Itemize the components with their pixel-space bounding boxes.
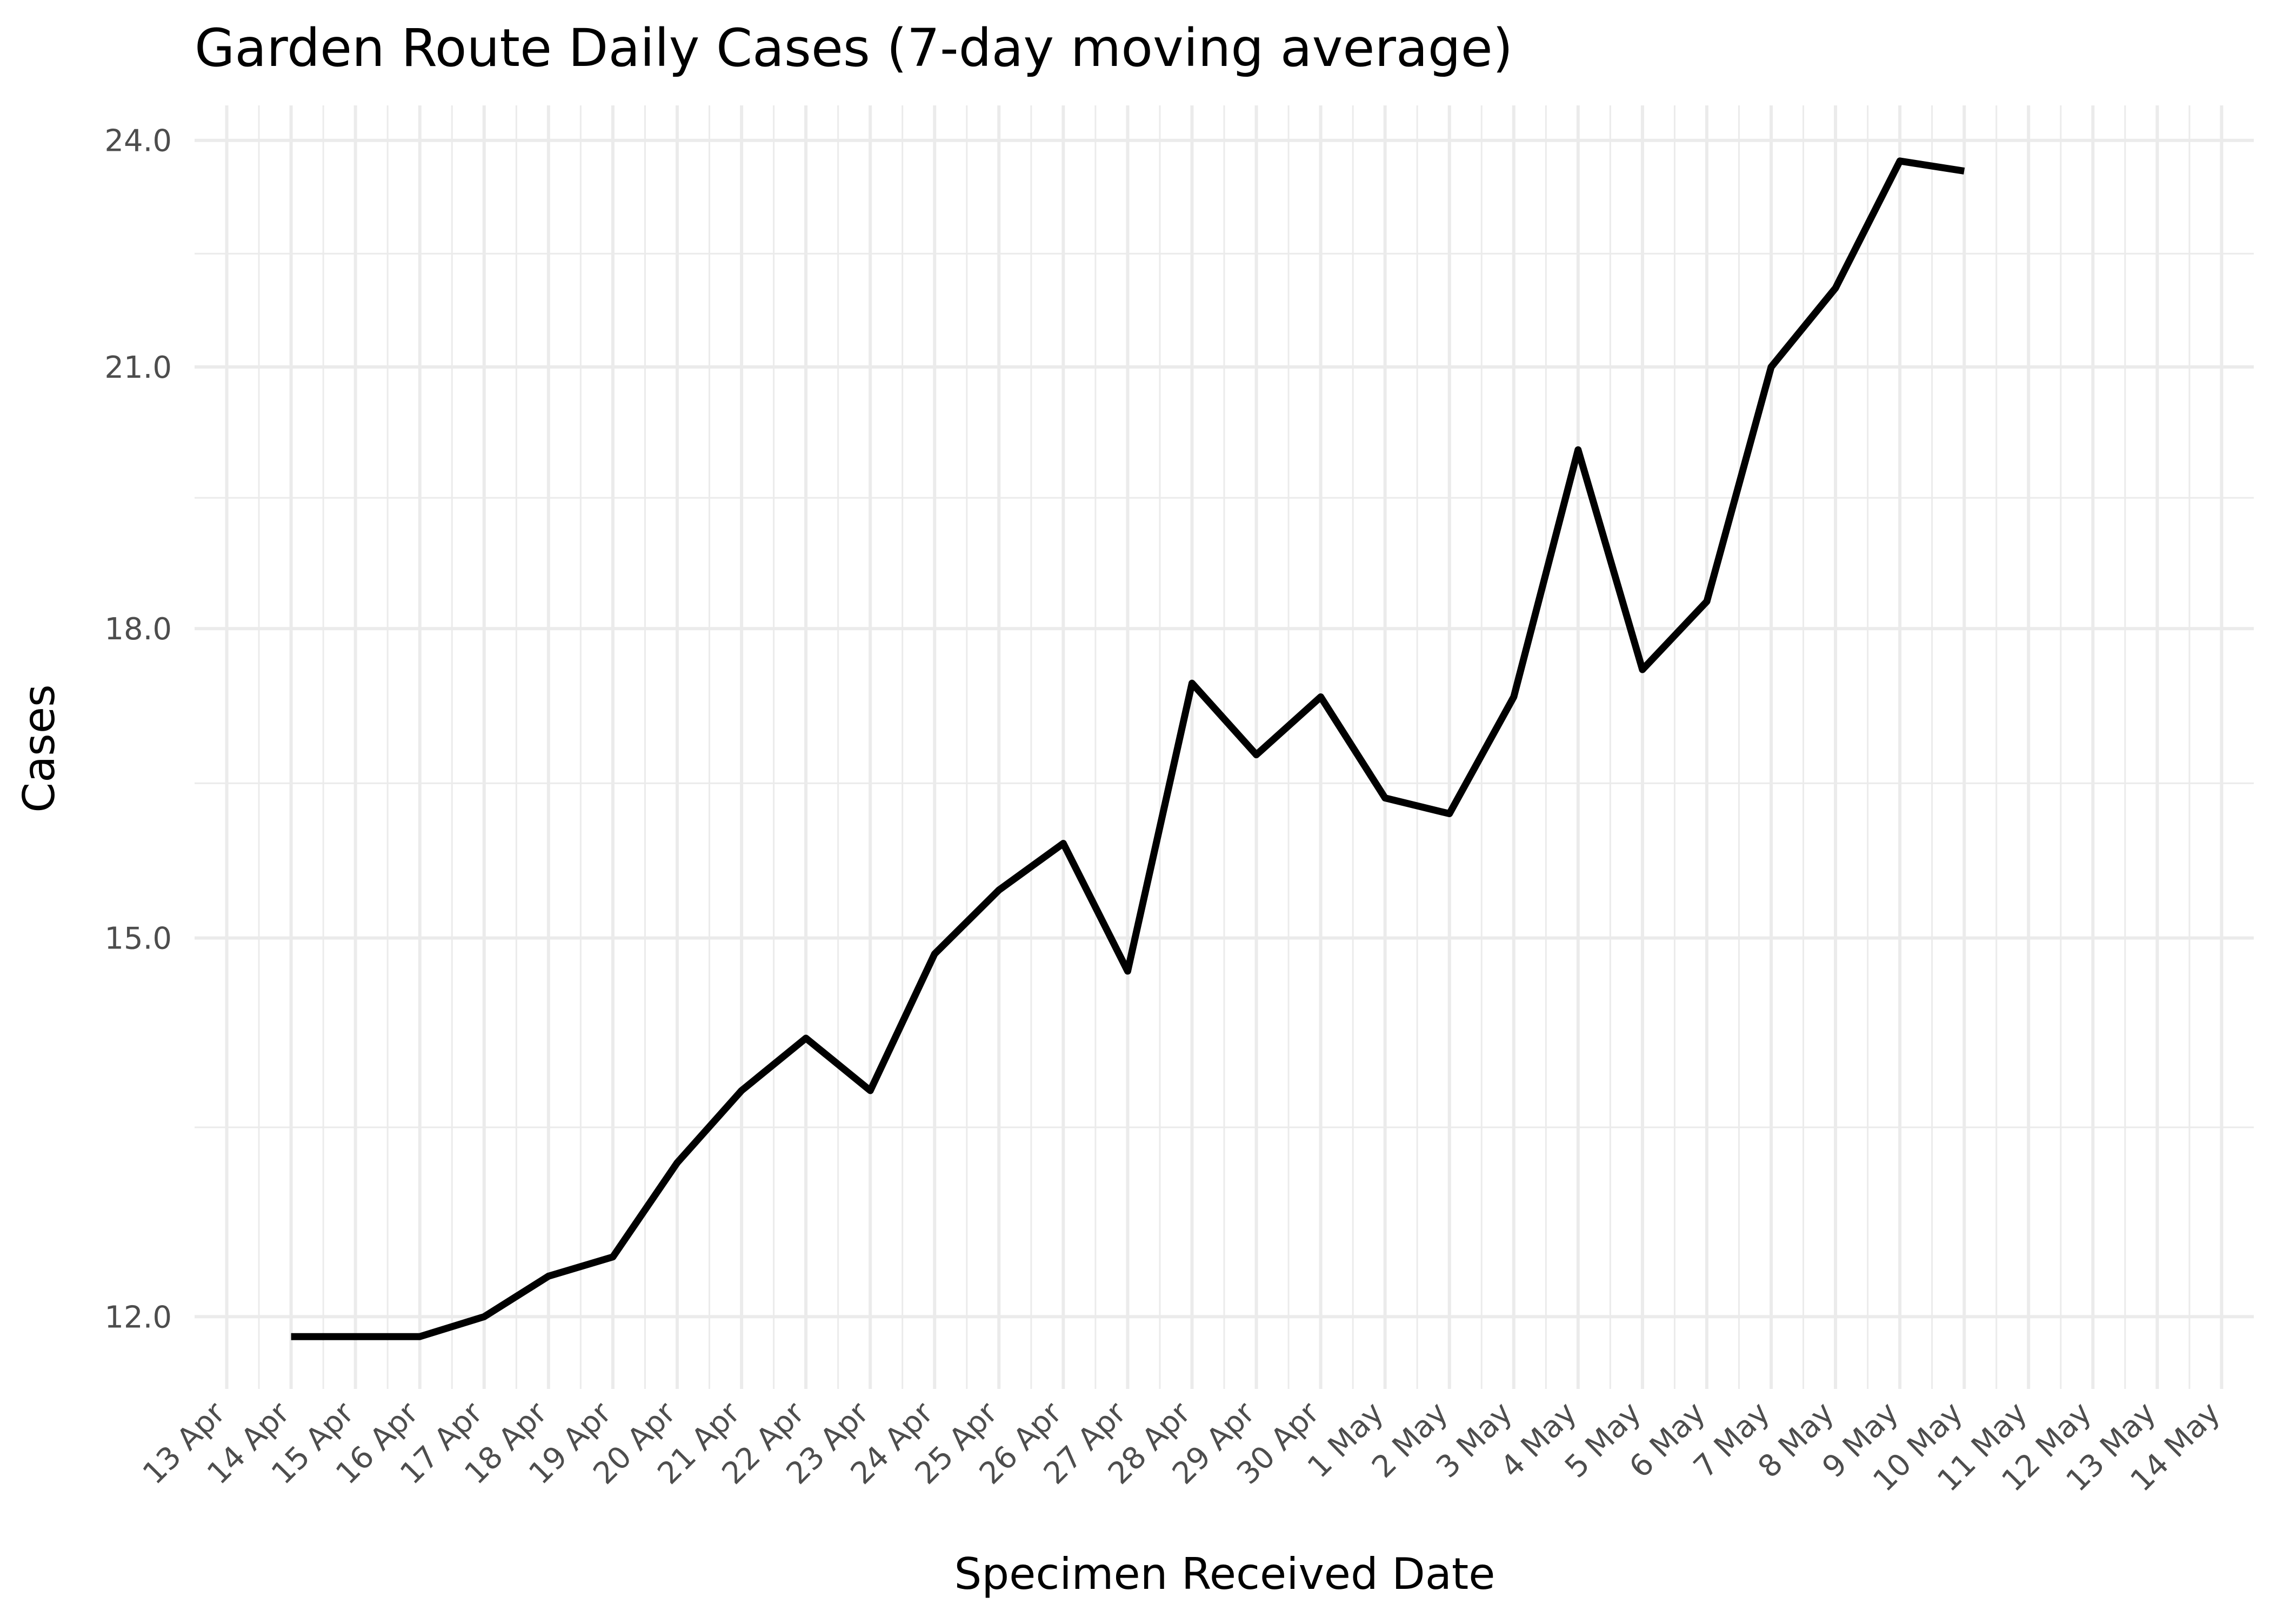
- y-tick-label: 21.0: [104, 350, 172, 385]
- chart-title: Garden Route Daily Cases (7-day moving a…: [195, 18, 1513, 78]
- grid: [195, 105, 2254, 1389]
- y-axis-title: Cases: [14, 684, 64, 812]
- y-tick-label: 12.0: [104, 1300, 172, 1335]
- x-axis-title: Specimen Received Date: [954, 1549, 1495, 1599]
- series: [291, 157, 1965, 1340]
- y-tick-label: 18.0: [104, 612, 172, 647]
- series-line: [291, 157, 1965, 1340]
- y-tick-label: 15.0: [104, 921, 172, 957]
- y-tick-label: 24.0: [104, 124, 172, 159]
- y-axis-tick-labels: 12.0 15.0 18.0 21.0 24.0: [104, 124, 172, 1335]
